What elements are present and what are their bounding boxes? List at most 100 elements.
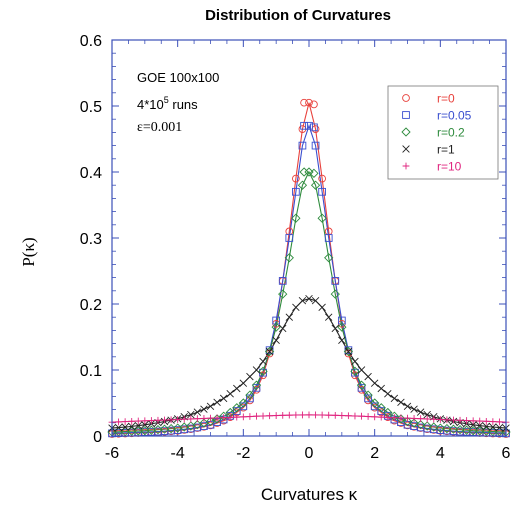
data-point	[200, 405, 208, 413]
data-point	[364, 413, 372, 420]
data-point	[456, 416, 464, 424]
data-point	[299, 411, 306, 419]
data-point	[226, 413, 234, 421]
data-point	[121, 418, 129, 426]
data-point	[284, 253, 294, 263]
legend-marker	[401, 127, 411, 137]
data-point	[436, 416, 444, 423]
data-point	[259, 412, 267, 420]
annotation-runs: 4*105 runs	[137, 95, 198, 112]
data-point	[318, 411, 326, 419]
data-point	[370, 398, 380, 408]
data-point	[146, 425, 157, 435]
data-point	[496, 418, 503, 426]
data-point	[115, 418, 122, 426]
data-point	[397, 414, 405, 422]
data-point	[279, 411, 287, 419]
data-point	[233, 413, 241, 421]
data-point	[193, 408, 202, 416]
data-point	[390, 394, 399, 403]
data-point	[344, 347, 353, 356]
data-point	[205, 416, 216, 427]
data-point	[127, 422, 136, 431]
data-point	[475, 426, 485, 436]
data-point	[246, 413, 254, 420]
data-point	[252, 366, 261, 374]
chart-title: Distribution of Curvatures	[205, 7, 391, 24]
data-point	[305, 98, 313, 107]
data-point	[121, 423, 129, 431]
data-point	[133, 426, 143, 436]
data-point	[200, 415, 208, 422]
data-point	[265, 346, 274, 355]
data-point	[422, 421, 432, 431]
series-markers	[108, 295, 510, 432]
data-point	[300, 98, 308, 107]
data-point	[403, 402, 412, 411]
data-point	[264, 346, 275, 357]
data-point	[239, 413, 247, 421]
data-point	[482, 422, 491, 431]
data-markers	[107, 98, 511, 438]
data-point	[298, 296, 307, 305]
data-point	[285, 313, 294, 321]
data-point	[410, 405, 418, 413]
data-point	[305, 121, 313, 130]
y-tick-label: 0.1	[80, 363, 102, 380]
data-point	[357, 383, 366, 392]
legend: r=0 r=0.05 r=0.2 r=1 r=10	[387, 85, 499, 180]
x-tick-label: 2	[370, 445, 379, 462]
data-point	[324, 234, 333, 242]
data-point	[311, 141, 320, 150]
data-point	[207, 414, 214, 422]
data-point	[309, 168, 319, 178]
data-point	[141, 421, 149, 429]
data-point	[317, 213, 327, 223]
data-point	[423, 415, 431, 423]
data-point	[187, 410, 195, 419]
y-tick-label: 0.2	[80, 297, 102, 314]
data-point	[331, 277, 340, 285]
data-point	[153, 425, 163, 435]
data-point	[350, 366, 360, 376]
data-point	[193, 415, 201, 423]
data-point	[402, 416, 413, 427]
data-point	[272, 316, 281, 325]
data-point	[246, 394, 254, 403]
series-markers	[108, 411, 510, 426]
data-point	[278, 277, 287, 285]
data-point	[371, 413, 379, 421]
data-point	[423, 410, 431, 419]
data-point	[481, 426, 491, 436]
legend-label: r=0.2	[437, 126, 465, 140]
y-tick-label: 0.4	[80, 165, 102, 182]
data-point	[442, 423, 452, 434]
data-point	[364, 394, 372, 403]
x-tick-label: -6	[105, 445, 119, 462]
data-point	[233, 384, 241, 393]
x-tick-labels: -6 -4 -2 0 2 4 6	[105, 445, 511, 462]
data-point	[489, 418, 497, 426]
data-point	[469, 417, 477, 425]
data-point	[310, 123, 318, 132]
data-point	[251, 380, 262, 390]
data-point	[226, 390, 234, 398]
data-point	[213, 398, 221, 407]
data-point	[417, 415, 425, 423]
data-point	[351, 412, 359, 420]
data-point	[370, 379, 379, 387]
annotation-box: GOE 100x100 4*105 runs ε=0.001	[137, 70, 219, 135]
data-point	[384, 390, 392, 398]
annotation-epsilon: ε=0.001	[137, 120, 182, 135]
data-point	[377, 413, 385, 421]
data-point	[180, 415, 188, 423]
y-axis-label: P(κ)	[19, 237, 38, 266]
x-tick-label: 6	[502, 445, 511, 462]
x-axis-label: Curvatures κ	[261, 485, 358, 504]
data-point	[134, 421, 142, 430]
data-point	[299, 167, 309, 177]
axis-ticks	[111, 39, 507, 437]
data-point	[272, 412, 280, 419]
x-tick-label: -4	[171, 445, 185, 462]
data-point	[331, 411, 339, 419]
